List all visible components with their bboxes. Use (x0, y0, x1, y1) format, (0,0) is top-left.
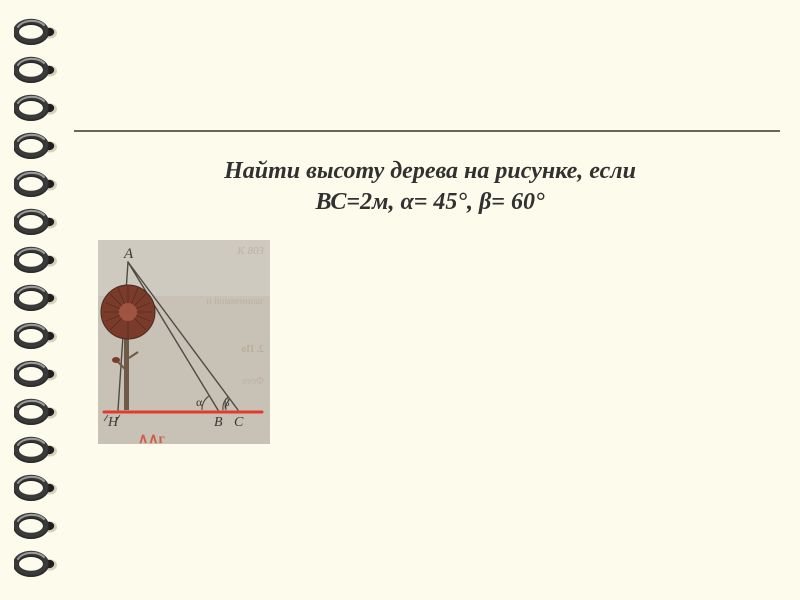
problem-title: Найти высоту дерева на рисунке, если ВС=… (100, 156, 760, 217)
svg-text:C: C (234, 415, 244, 430)
divider-line (74, 130, 780, 132)
svg-text:∧∧г: ∧∧г (138, 432, 165, 444)
svg-text:оП .£: оП .£ (241, 344, 264, 355)
notebook-spiral (14, 0, 60, 600)
title-line-2: ВС=2м, α= 45°, β= 60° (100, 187, 760, 218)
svg-text:H: H (107, 415, 119, 430)
title-line-1: Найти высоту дерева на рисунке, если (100, 156, 760, 187)
svg-text:отоФ: отоФ (242, 376, 264, 387)
svg-text:α: α (196, 395, 203, 409)
svg-text:B: B (214, 415, 223, 430)
svg-text:K 803: K 803 (236, 245, 264, 257)
svg-text:β: β (224, 397, 230, 409)
geometry-figure: K 803 н йомвенноаг оП .£ отоФ (98, 240, 270, 444)
svg-text:A: A (123, 246, 134, 262)
svg-text:н йомвенноаг: н йомвенноаг (206, 296, 264, 307)
